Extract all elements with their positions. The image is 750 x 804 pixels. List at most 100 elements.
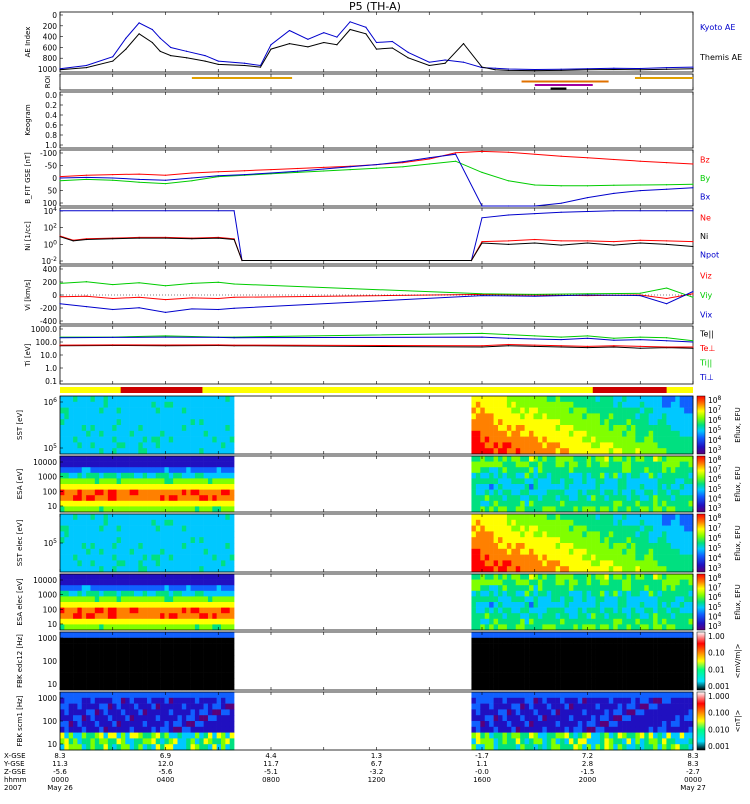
heatmap-cell	[134, 478, 139, 484]
heatmap-cell	[631, 574, 636, 580]
heatmap-cell	[627, 543, 632, 549]
heatmap-cell	[516, 613, 521, 619]
heatmap-cell	[680, 574, 685, 580]
heatmap-cell	[112, 537, 117, 543]
series-bz-point	[640, 161, 641, 162]
heatmap-cell	[675, 549, 680, 555]
heatmap-cell	[60, 613, 65, 619]
heatmap-cell	[221, 580, 226, 586]
series-bx-point	[534, 205, 535, 206]
heatmap-cell	[186, 638, 191, 644]
heatmap-cell	[627, 596, 632, 602]
heatmap-cell	[60, 425, 65, 431]
heatmap-cell	[507, 437, 512, 443]
heatmap-cell	[471, 655, 476, 661]
heatmap-cell	[538, 624, 543, 630]
heatmap-cell	[138, 580, 143, 586]
heatmap-cell	[556, 632, 561, 638]
heatmap-cell	[529, 462, 534, 468]
heatmap-cell	[230, 608, 235, 614]
heatmap-cell	[644, 613, 649, 619]
heatmap-cell	[221, 619, 226, 625]
heatmap-cell	[82, 549, 87, 555]
heatmap-cell	[160, 638, 165, 644]
heatmap-cell	[498, 478, 503, 484]
heatmap-cell	[217, 396, 222, 402]
heatmap-cell	[204, 638, 209, 644]
legend-ae: Kyoto AE	[700, 23, 735, 32]
heatmap-cell	[582, 484, 587, 490]
heatmap-cell	[191, 684, 196, 690]
heatmap-cell	[69, 431, 74, 437]
heatmap-cell	[471, 638, 476, 644]
heatmap-cell	[199, 425, 204, 431]
heatmap-cell	[684, 580, 689, 586]
heatmap-cell	[502, 413, 507, 419]
heatmap-cell	[591, 396, 596, 402]
heatmap-cell	[533, 624, 538, 630]
heatmap-cell	[578, 431, 583, 437]
heatmap-cell	[542, 495, 547, 501]
heatmap-cell	[578, 467, 583, 473]
heatmap-cell	[631, 520, 636, 526]
heatmap-cell	[622, 574, 627, 580]
heatmap-cell	[649, 408, 654, 414]
heatmap-cell	[516, 490, 521, 496]
heatmap-cell	[204, 608, 209, 614]
heatmap-cell	[578, 608, 583, 614]
heatmap-cell	[502, 531, 507, 537]
heatmap-cell	[498, 638, 503, 644]
heatmap-cell	[195, 456, 200, 462]
heatmap-cell	[191, 543, 196, 549]
heatmap-cell	[516, 543, 521, 549]
series-vix-point	[692, 291, 693, 292]
heatmap-cell	[658, 566, 663, 572]
heatmap-cell	[204, 602, 209, 608]
heatmap-cell	[489, 667, 494, 673]
heatmap-cell	[164, 661, 169, 667]
heatmap-cell	[516, 549, 521, 555]
heatmap-cell	[587, 602, 592, 608]
heatmap-cell	[485, 649, 490, 655]
heatmap-cell	[516, 462, 521, 468]
heatmap-cell	[569, 602, 574, 608]
series-ti--point	[561, 339, 562, 340]
heatmap-cell	[525, 531, 530, 537]
heatmap-cell	[99, 437, 104, 443]
heatmap-cell	[604, 560, 609, 566]
heatmap-cell	[90, 602, 95, 608]
heatmap-cell	[551, 549, 556, 555]
series-npot-point	[640, 210, 641, 211]
heatmap-cell	[560, 456, 565, 462]
heatmap-cell	[73, 574, 78, 580]
series-ne-point	[587, 240, 588, 241]
series-kyoto-ae-point	[112, 56, 113, 57]
heatmap-cell	[77, 467, 82, 473]
heatmap-cell	[471, 632, 476, 638]
heatmap-cell	[182, 402, 187, 408]
heatmap-cell	[212, 684, 217, 690]
heatmap-cell	[121, 402, 126, 408]
heatmap-cell	[631, 526, 636, 532]
heatmap-cell	[186, 591, 191, 597]
colorbar-label-esa-electron-eflux: Eflux, EFU	[734, 584, 742, 619]
series-viz-point	[233, 297, 234, 298]
heatmap-cell	[117, 574, 122, 580]
heatmap-cell	[609, 473, 614, 479]
colorbar-tick-sst-ion-eflux: 107	[708, 405, 722, 415]
heatmap-cell	[635, 506, 640, 512]
series-bx-point	[270, 172, 271, 173]
heatmap-cell	[108, 490, 113, 496]
heatmap-cell	[480, 543, 485, 549]
heatmap-cell	[618, 549, 623, 555]
heatmap-cell	[147, 608, 152, 614]
heatmap-cell	[208, 649, 213, 655]
heatmap-cell	[542, 419, 547, 425]
heatmap-cell	[112, 638, 117, 644]
heatmap-cell	[582, 396, 587, 402]
heatmap-cell	[635, 501, 640, 507]
heatmap-cell	[230, 555, 235, 561]
heatmap-cell	[471, 490, 476, 496]
heatmap-cell	[147, 408, 152, 414]
heatmap-cell	[173, 514, 178, 520]
